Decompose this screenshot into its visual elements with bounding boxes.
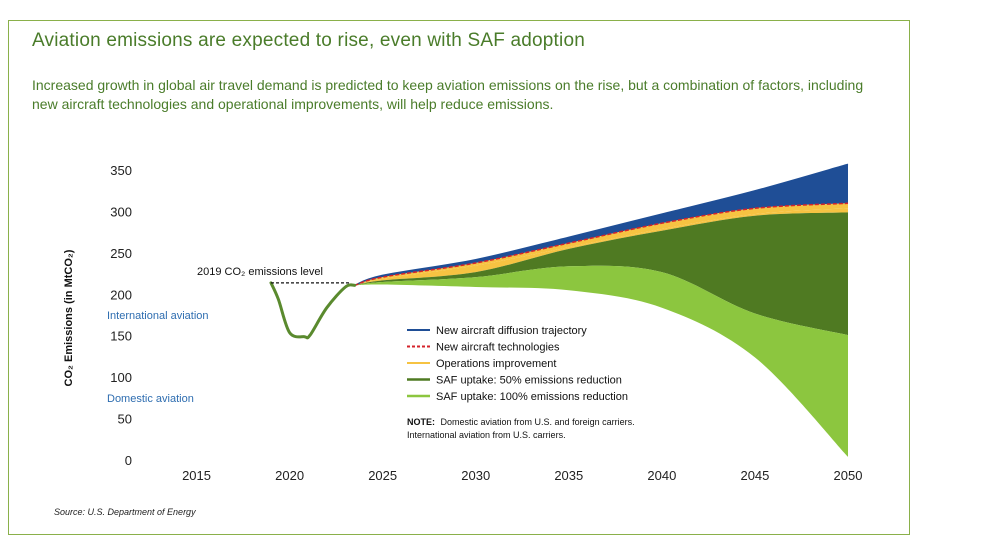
x-tick-label: 2035 — [554, 468, 583, 483]
international-aviation-label: International aviation — [107, 310, 209, 322]
legend-label: Operations improvement — [436, 358, 556, 370]
historical-emissions-line — [269, 281, 357, 340]
legend-label: SAF uptake: 50% emissions reduction — [436, 375, 622, 387]
y-tick-label: 50 — [118, 412, 132, 427]
axis-layer: 0 50 100 150 200 250 300 350 2015 2020 2025 2030 203… — [110, 163, 862, 483]
line-new-aircraft-technologies — [354, 202, 849, 287]
domestic-aviation-label: Domestic aviation — [107, 393, 194, 405]
band-new-aircraft-technologies — [354, 203, 848, 286]
svg-text:NOTE: Domestic aviation: NOTE: Domestic aviation from U.S. and fo… — [407, 417, 635, 427]
source-note: Source: U.S. Department of Energy — [54, 507, 196, 517]
x-tick-label: 2050 — [834, 468, 863, 483]
legend-label: New aircraft diffusion trajectory — [436, 325, 587, 337]
x-tick-label: 2030 — [461, 468, 490, 483]
legend: New aircraft diffusion trajectory New air… — [407, 325, 628, 403]
x-tick-label: 2040 — [647, 468, 676, 483]
x-tick-label: 2015 — [182, 468, 211, 483]
band-saf-100 — [354, 265, 848, 457]
note-line-2: International aviation from U.S. carrier… — [407, 430, 566, 440]
y-tick-label: 350 — [110, 163, 132, 178]
band-saf-50 — [354, 212, 848, 336]
chart-note: NOTE: Domestic aviation from U.S. and fo… — [407, 417, 635, 440]
note-label: NOTE: — [407, 417, 435, 427]
y-tick-label: 200 — [110, 287, 132, 302]
y-tick-label: 150 — [110, 329, 132, 344]
area-layer — [269, 163, 849, 457]
chart-title: Aviation emissions are expected to rise,… — [32, 30, 585, 51]
y-tick-label: 100 — [110, 370, 132, 385]
x-tick-label: 2025 — [368, 468, 397, 483]
annotation-layer: 2019 CO₂ emissions level International a… — [63, 249, 323, 405]
band-operations-improvement — [354, 208, 848, 286]
y-tick-label: 0 — [125, 453, 132, 468]
reference-line-label: 2019 CO₂ emissions level — [197, 266, 323, 278]
note-line-1: Domestic aviation from U.S. and foreign … — [441, 417, 635, 427]
x-tick-label: 2020 — [275, 468, 304, 483]
legend-label: SAF uptake: 100% emissions reduction — [436, 391, 628, 403]
x-tick-label: 2045 — [740, 468, 769, 483]
legend-label: New aircraft technologies — [436, 342, 560, 354]
chart-subtitle: Increased growth in global air travel de… — [32, 77, 864, 112]
y-tick-label: 250 — [110, 246, 132, 261]
y-tick-label: 300 — [110, 204, 132, 219]
y-axis-label: CO₂ Emissions (in MtCO₂) — [63, 249, 75, 386]
line-new-aircraft-diffusion — [354, 163, 849, 287]
